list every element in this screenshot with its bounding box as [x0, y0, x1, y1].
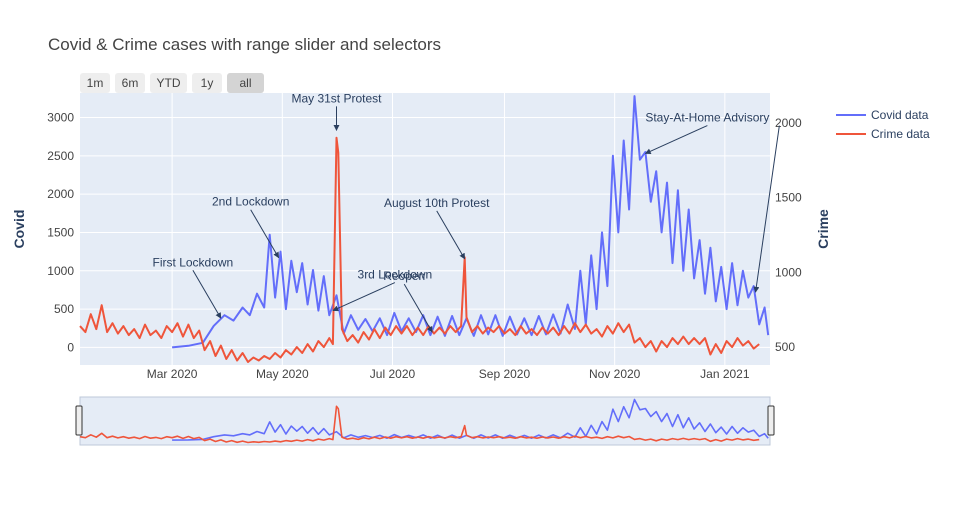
y-axis-left-ticks: 0 500 1000 1500 2000 2500 3000 — [47, 111, 74, 355]
annotation — [753, 125, 780, 293]
x-axis-ticks: Mar 2020 May 2020 Jul 2020 Sep 2020 Nov 2020… — [147, 367, 750, 381]
x-tick-label: Jul 2020 — [370, 367, 416, 381]
range-slider-left-handle[interactable] — [75, 405, 83, 436]
annotation: Reopen — [383, 269, 433, 333]
range-button-label: YTD — [157, 76, 181, 90]
y-left-tick-label: 1000 — [47, 264, 74, 278]
annotation-label: First Lockdown — [153, 255, 234, 269]
range-button-label: all — [239, 76, 251, 90]
y-axis-right-ticks: 500 1000 1500 2000 — [775, 116, 802, 354]
slider-line-covid-data — [172, 398, 769, 441]
annotation: August 10th Protest — [384, 196, 490, 260]
y-right-tick-label: 1000 — [775, 265, 802, 279]
annotation-arrow — [436, 210, 466, 260]
x-tick-label: Jan 2021 — [700, 367, 750, 381]
legend-label: Crime data — [871, 127, 930, 141]
x-tick-label: May 2020 — [256, 367, 309, 381]
legend-item-crime-data[interactable]: Crime data — [836, 127, 930, 141]
y-left-tick-label: 2000 — [47, 187, 74, 201]
plot-area — [80, 93, 770, 365]
y-right-tick-label: 2000 — [775, 116, 802, 130]
annotation-arrow — [644, 125, 708, 155]
range-slider-right-handle[interactable] — [767, 405, 775, 436]
legend[interactable]: Covid data Crime data — [836, 108, 930, 141]
y-left-tick-label: 3000 — [47, 111, 74, 125]
y-left-tick-label: 1500 — [47, 225, 74, 239]
slider-line-crime-data — [79, 405, 760, 444]
legend-item-covid-data[interactable]: Covid data — [836, 108, 929, 122]
annotation-arrow — [250, 209, 280, 259]
range-slider[interactable] — [75, 396, 775, 446]
annotations: First Lockdown 2nd Lockdown 3rd Lockdown Ma… — [153, 91, 780, 333]
range-button-label: 6m — [122, 76, 139, 90]
legend-label: Covid data — [871, 108, 929, 122]
x-tick-label: Nov 2020 — [589, 367, 641, 381]
y-left-tick-label: 500 — [54, 302, 74, 316]
annotation-arrow — [332, 282, 396, 312]
range-slider-lines — [79, 398, 769, 444]
y-left-tick-label: 2500 — [47, 149, 74, 163]
y-right-tick-label: 1500 — [775, 191, 802, 205]
range-button-1m[interactable]: 1m — [80, 73, 110, 93]
range-selector: 1m 6m YTD 1y all — [80, 73, 264, 93]
range-button-all[interactable]: all — [227, 73, 264, 93]
annotation-label: 2nd Lockdown — [212, 195, 289, 209]
annotation-label: August 10th Protest — [384, 196, 490, 210]
chart-title: Covid & Crime cases with range slider an… — [48, 35, 441, 54]
annotation-arrow — [192, 270, 222, 319]
annotation: First Lockdown — [153, 255, 234, 319]
annotation-arrow — [403, 283, 433, 333]
y-axis-left-title: Covid — [11, 210, 27, 249]
range-button-6m[interactable]: 6m — [115, 73, 145, 93]
range-button-ytd[interactable]: YTD — [150, 73, 187, 93]
annotation: 3rd Lockdown — [332, 268, 433, 312]
y-left-tick-label: 0 — [67, 340, 74, 354]
series-lines — [79, 95, 770, 363]
y-axis-right-title: Crime — [815, 209, 831, 249]
range-button-label: 1m — [87, 76, 104, 90]
annotation-label: 3rd Lockdown — [358, 268, 433, 282]
range-button-label: 1y — [201, 76, 214, 90]
series-line-crime-data — [79, 136, 760, 363]
x-tick-label: Mar 2020 — [147, 367, 198, 381]
annotation: May 31st Protest — [291, 91, 382, 131]
x-tick-label: Sep 2020 — [479, 367, 531, 381]
annotation-arrow — [753, 125, 780, 293]
y-right-tick-label: 500 — [775, 340, 795, 354]
annotation-label: Stay-At-Home Advisory — [645, 111, 769, 125]
annotation-label: Reopen — [383, 269, 425, 283]
annotation-label: May 31st Protest — [291, 91, 382, 105]
annotation: Stay-At-Home Advisory — [644, 111, 769, 155]
series-line-covid-data — [172, 95, 770, 349]
annotation: 2nd Lockdown — [212, 195, 289, 259]
range-button-1y[interactable]: 1y — [192, 73, 222, 93]
